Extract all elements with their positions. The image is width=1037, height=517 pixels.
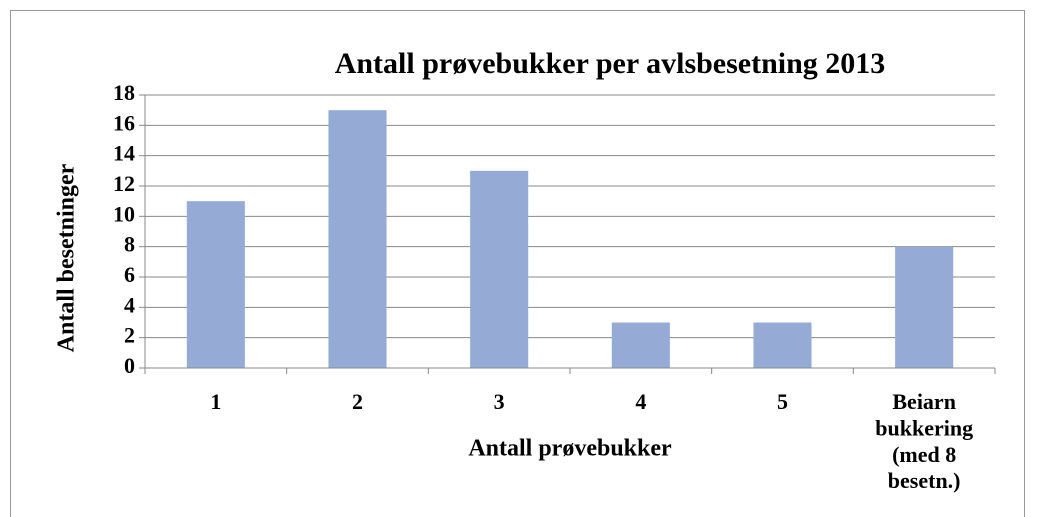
y-tick-label: 8 <box>124 232 135 257</box>
y-tick-label: 16 <box>113 110 135 135</box>
x-tick-label: 4 <box>635 389 646 414</box>
bar <box>328 110 387 369</box>
bar <box>186 201 245 368</box>
y-axis-label: Antall besetninger <box>54 163 80 352</box>
x-tick-label: 2 <box>352 389 363 414</box>
x-tick-label: 5 <box>777 389 788 414</box>
bar <box>611 322 670 368</box>
bar <box>753 322 812 368</box>
y-tick-label: 14 <box>113 141 135 166</box>
x-axis-label: Antall prøvebukker <box>468 436 672 462</box>
bar <box>895 246 954 368</box>
y-tick-label: 12 <box>113 171 135 196</box>
y-tick-label: 18 <box>113 80 135 105</box>
x-tick-label: 3 <box>494 389 505 414</box>
y-tick-label: 6 <box>124 262 135 287</box>
x-tick-label: Beiarn bukkering (med 8 besetn.) <box>875 389 973 493</box>
chart-title: Antall prøvebukker per avlsbesetning 201… <box>335 47 886 80</box>
x-tick-label: 1 <box>210 389 221 414</box>
y-tick-label: 0 <box>124 353 135 378</box>
y-tick-label: 10 <box>113 201 135 226</box>
y-tick-label: 4 <box>124 292 135 317</box>
y-tick-label: 2 <box>124 323 135 348</box>
bar <box>470 170 529 368</box>
